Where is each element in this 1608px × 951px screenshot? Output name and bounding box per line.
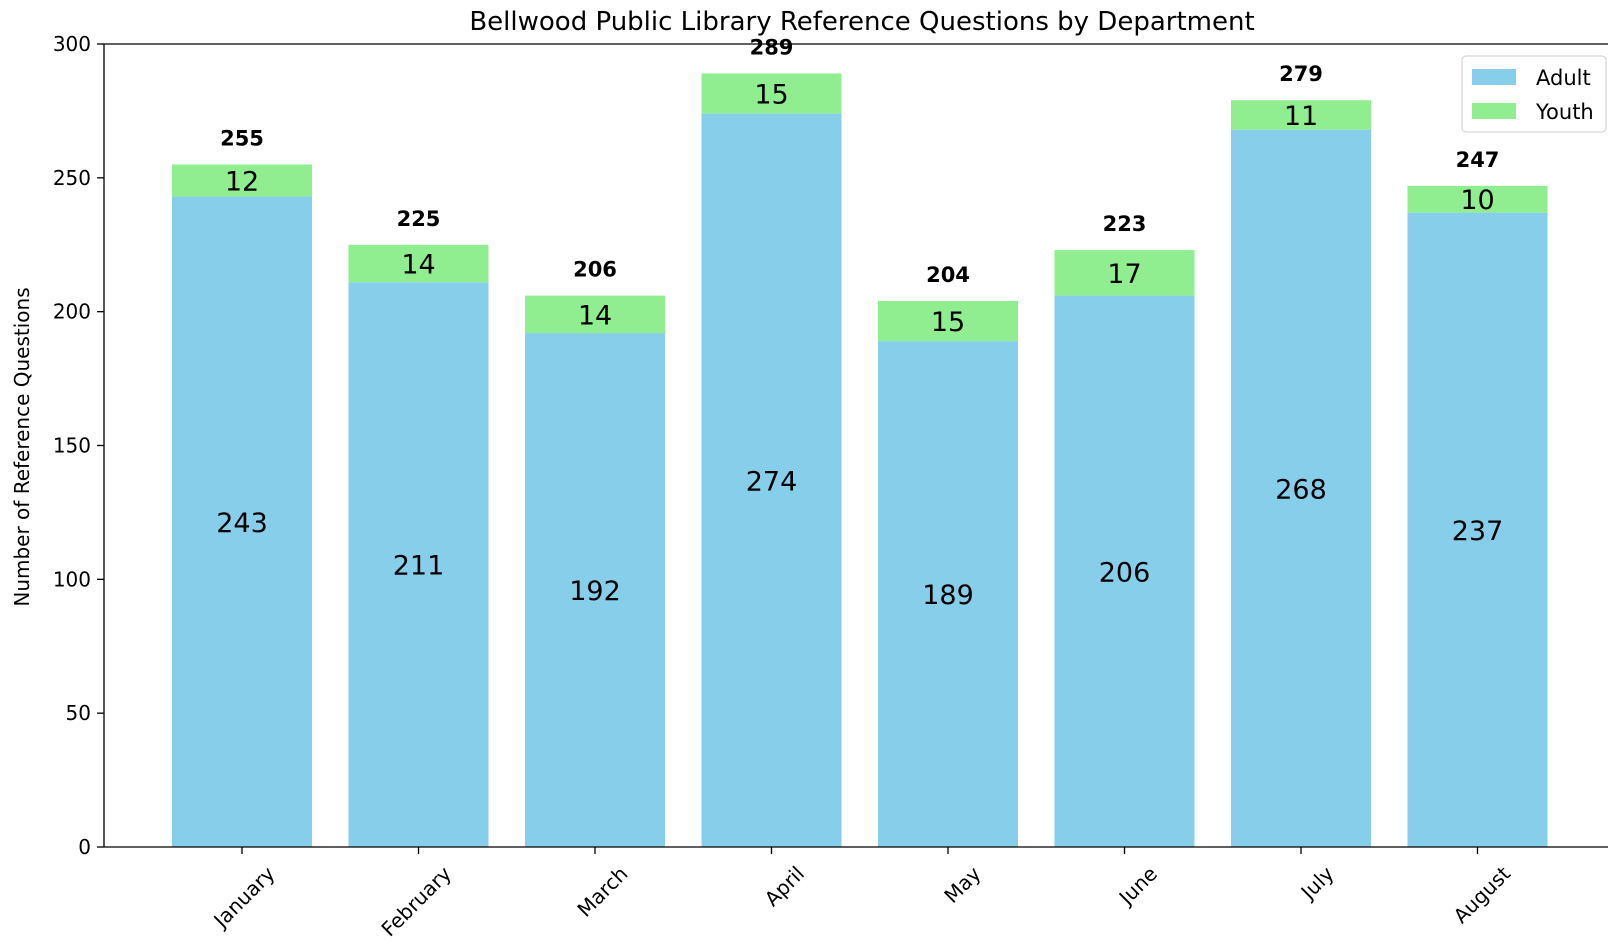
y-tick-label: 50 — [66, 701, 91, 725]
bar-value-label: 14 — [401, 249, 435, 280]
y-tick-label: 200 — [53, 300, 91, 324]
bar-value-label: 11 — [1284, 101, 1318, 132]
bar-value-label: 15 — [931, 307, 965, 338]
bar-value-label: 17 — [1107, 259, 1141, 290]
x-tick-label: January — [208, 861, 280, 933]
x-tick-label: February — [376, 861, 456, 941]
bar-value-label: 206 — [1099, 557, 1151, 588]
bar-total-label: 279 — [1279, 62, 1323, 86]
bar-value-label: 189 — [922, 580, 974, 611]
bar-total-label: 223 — [1103, 212, 1147, 236]
bar-value-label: 14 — [578, 300, 612, 331]
y-tick-label: 0 — [78, 835, 91, 859]
bar-value-label: 274 — [746, 466, 798, 497]
bar-total-label: 255 — [220, 126, 264, 150]
y-tick-label: 300 — [53, 32, 91, 56]
legend-swatch — [1472, 69, 1516, 85]
chart-title: Bellwood Public Library Reference Questi… — [469, 7, 1254, 37]
legend: Adult Youth — [1462, 56, 1606, 132]
bar-total-label: 289 — [750, 35, 794, 59]
y-tick-label: 100 — [53, 567, 91, 591]
x-tick-label: May — [939, 861, 985, 907]
bar-value-label: 243 — [216, 508, 268, 539]
bar-value-label: 15 — [754, 80, 788, 111]
x-tick-label: June — [1113, 862, 1162, 911]
bar-value-label: 10 — [1460, 185, 1494, 216]
legend-label: Youth — [1535, 100, 1594, 124]
legend-swatch — [1472, 103, 1516, 119]
x-tick-label: April — [760, 862, 809, 911]
y-axis-label: Number of Reference Questions — [10, 287, 34, 606]
legend-label: Adult — [1536, 66, 1591, 90]
x-tick-label: July — [1295, 861, 1339, 905]
bar-total-label: 206 — [573, 258, 617, 282]
bar-total-label: 225 — [397, 207, 441, 231]
x-tick-label: August — [1449, 861, 1516, 928]
y-tick-label: 250 — [53, 166, 91, 190]
y-tick-label: 150 — [53, 434, 91, 458]
x-tick-label: March — [572, 862, 632, 922]
plot-area: 243 12 255 211 14 225 192 14 206 274 15 289 189 15 204… — [53, 32, 1608, 941]
bar-value-label: 268 — [1275, 474, 1327, 505]
bar-total-label: 247 — [1456, 148, 1500, 172]
bar-value-label: 12 — [225, 167, 259, 198]
bar-total-label: 204 — [926, 263, 970, 287]
bar-value-label: 211 — [393, 551, 445, 582]
bar-value-label: 192 — [569, 576, 621, 607]
bar-value-label: 237 — [1452, 516, 1504, 547]
